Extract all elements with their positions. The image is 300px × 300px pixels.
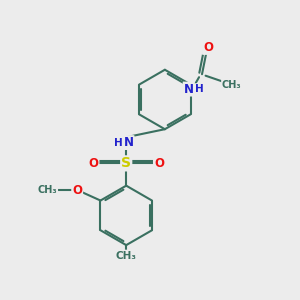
Text: O: O [88,157,98,170]
Text: CH₃: CH₃ [116,250,137,260]
Text: N: N [184,82,194,96]
Text: O: O [203,41,213,54]
Text: CH₃: CH₃ [38,185,57,195]
Text: H: H [195,84,203,94]
Text: O: O [154,157,164,170]
Text: H: H [113,138,122,148]
Text: O: O [72,184,82,196]
Text: S: S [121,156,131,170]
Text: N: N [124,136,134,149]
Text: CH₃: CH₃ [222,80,242,90]
